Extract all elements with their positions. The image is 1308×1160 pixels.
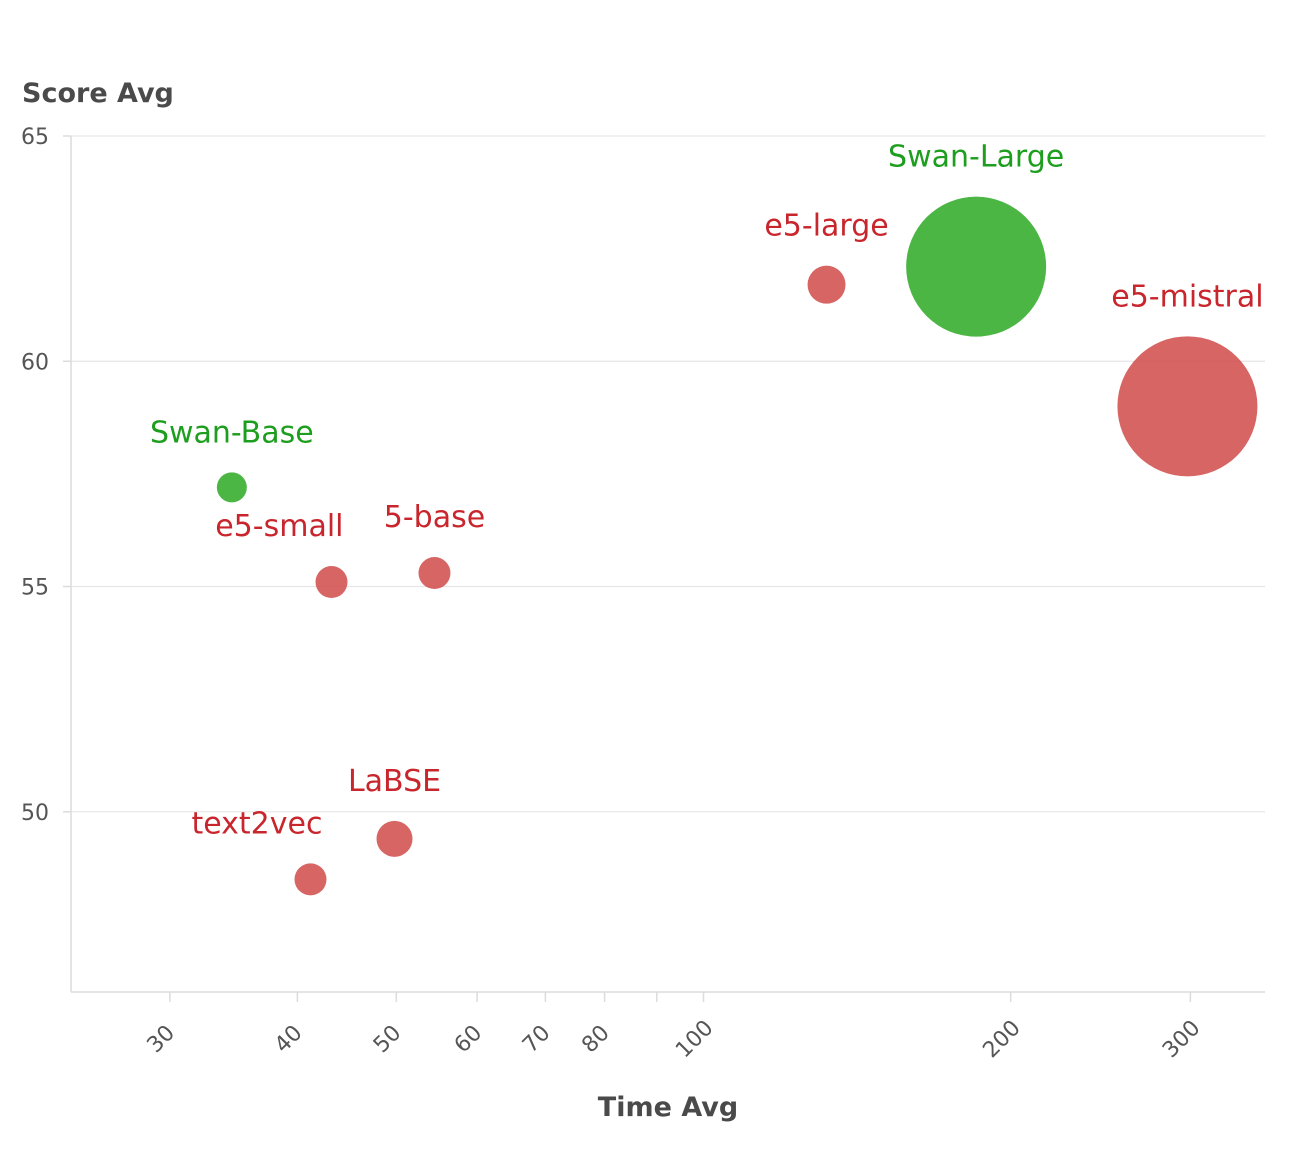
data-label-e5-small: e5-small [215,509,343,544]
data-point-e5-large [807,265,846,304]
y-tick-labels: 50 55 60 65 [21,125,49,826]
data-label-swan-large: Swan-Large [888,140,1064,175]
x-tick-labels: 30 40 50 60 70 80 100 200 300 [143,1016,1206,1063]
x-tick-label: 100 [671,1016,718,1063]
data-label-labse: LaBSE [348,764,441,799]
data-points [216,196,1258,896]
x-tick-label: 70 [518,1021,555,1058]
y-tick-label: 55 [21,576,49,601]
x-axis-title: Time Avg [598,1092,738,1123]
y-axis-title: Score Avg [22,78,174,109]
data-point-text2vec [294,863,327,896]
data-label-text2vec: text2vec [191,806,322,841]
y-tick-label: 65 [21,125,49,150]
axes [70,136,1265,993]
data-label-e5-mistral: e5-mistral [1111,279,1263,314]
x-tick-label: 200 [978,1016,1025,1063]
data-point-labse [376,820,413,857]
x-tick-label: 60 [450,1021,487,1058]
x-tick-label: 300 [1158,1016,1205,1063]
grid [63,135,1265,1002]
data-point-e5-small [315,566,348,599]
data-label-e5-large: e5-large [764,209,888,244]
data-point-swan-large [906,196,1047,337]
data-point-5-base [418,557,451,590]
x-tick-label: 40 [270,1021,307,1058]
x-tick-label: 30 [143,1021,180,1058]
y-tick-label: 50 [21,801,49,826]
data-point-swan-base [216,472,247,503]
data-point-e5-mistral [1117,336,1258,477]
x-tick-label: 50 [369,1021,406,1058]
data-label-5-base: 5-base [384,500,485,535]
x-tick-label: 80 [577,1021,614,1058]
y-tick-label: 60 [21,350,49,375]
data-label-swan-base: Swan-Base [150,415,314,450]
